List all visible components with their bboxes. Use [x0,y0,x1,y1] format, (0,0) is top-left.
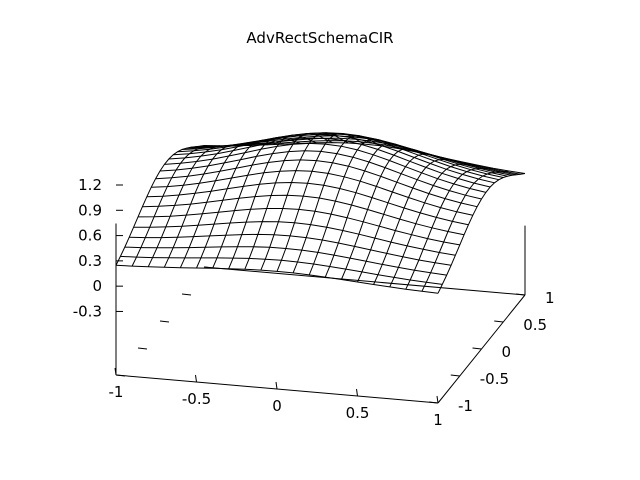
mesh-line-y [292,135,381,274]
x-tick-mark [356,388,358,397]
mesh-line-y [405,167,493,290]
x-tick-mark [275,381,278,390]
x-tick-label: 0.5 [346,404,370,422]
x-tick-label: -1 [109,383,124,401]
y-tick-mark-left [137,347,148,350]
mesh-line-x [133,221,456,256]
mesh-line-x [186,133,508,177]
x-tick-mark [195,374,197,383]
y-tick-label: 0.5 [523,316,547,334]
y-tick-mark [428,401,439,404]
z-tick-label: 1.2 [78,176,102,194]
z-tick-label: 0.6 [78,227,102,245]
mesh-line-x [203,142,526,174]
x-tick-label: -0.5 [182,390,211,408]
mesh-line-y [437,173,526,294]
x-tick-label: 1 [433,411,443,429]
mesh-line-x [195,137,517,176]
mesh-line-y [308,138,397,276]
back-base-line [203,266,526,296]
mesh-line-x [164,142,487,193]
mesh-line-x [159,150,482,200]
mesh-line-y [276,132,365,272]
y-tick-label: 0 [502,343,512,361]
mesh-line-x [190,135,512,176]
axes [114,184,526,404]
y-tick-mark [450,374,460,377]
z-tick-label: 0 [92,277,102,295]
y-tick-label: 1 [545,289,555,307]
x-tick-mark [436,395,439,404]
mesh-line-x [129,233,452,266]
mesh-line-x [173,134,495,184]
z-tick-label: -0.3 [73,302,102,320]
mesh-line-y [228,134,317,269]
y-tick-mark [472,347,482,350]
z-tick-label: 0.9 [78,201,102,219]
x-tick-label: 0 [272,397,282,415]
y-tick-label: -1 [458,397,473,415]
y-tick-mark-left [181,293,192,296]
x-tick-mark [114,367,117,376]
y-tick-label: -0.5 [480,370,509,388]
mesh-line-x [115,264,439,294]
y-tick-mark-left [115,374,126,377]
z-tick-label: 0.3 [78,252,102,270]
mesh-line-y [421,170,509,292]
chart-title: AdvRectSchemaCIR [246,29,393,47]
y-tick-mark [494,320,504,323]
tick-labels: -1 -0.5 0 0.5 1 -1 -0.5 0 0.5 1 -0.3 0 0.3 0.6 0.9 1.2 [73,176,555,429]
y-tick-mark [515,293,526,296]
y-tick-mark-left [159,320,170,323]
surface-mesh [115,132,526,294]
